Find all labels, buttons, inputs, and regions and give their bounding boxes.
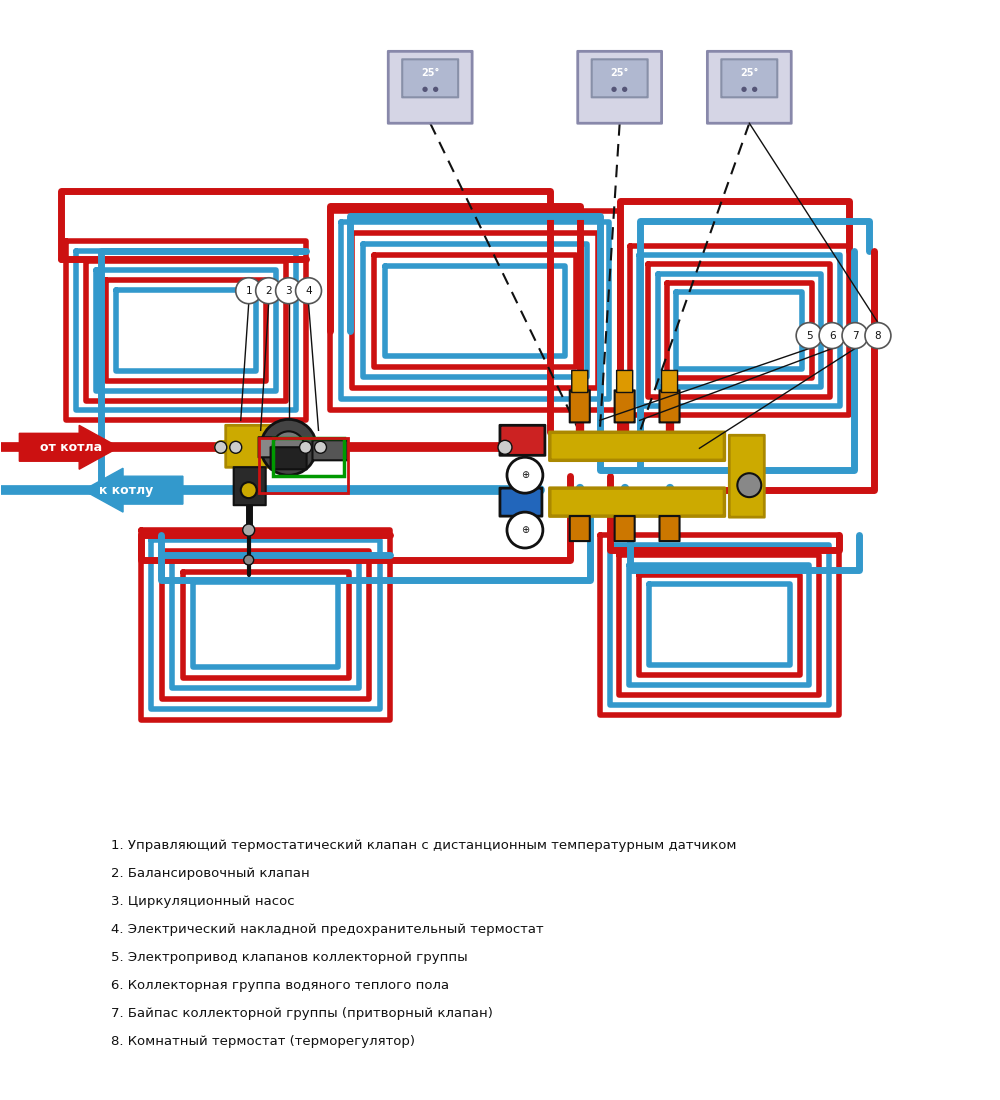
FancyBboxPatch shape [615, 390, 635, 422]
FancyBboxPatch shape [500, 426, 545, 455]
Circle shape [244, 556, 254, 565]
Text: ●  ●: ● ● [741, 86, 758, 92]
FancyBboxPatch shape [572, 371, 588, 393]
Circle shape [236, 278, 262, 304]
FancyBboxPatch shape [578, 52, 662, 123]
FancyBboxPatch shape [570, 390, 590, 422]
Circle shape [315, 441, 326, 453]
FancyBboxPatch shape [500, 488, 542, 516]
FancyBboxPatch shape [615, 516, 635, 541]
Circle shape [737, 473, 761, 497]
Text: 2: 2 [265, 286, 272, 296]
Text: 5: 5 [806, 331, 812, 341]
FancyBboxPatch shape [617, 371, 633, 393]
FancyBboxPatch shape [312, 440, 347, 460]
Text: 25°: 25° [421, 68, 439, 78]
Text: 25°: 25° [740, 68, 758, 78]
FancyBboxPatch shape [226, 426, 276, 467]
Text: 3: 3 [285, 286, 292, 296]
Bar [273, 438, 344, 476]
Circle shape [865, 322, 891, 349]
Circle shape [507, 513, 543, 548]
FancyBboxPatch shape [234, 468, 266, 505]
FancyBboxPatch shape [707, 52, 791, 123]
Text: 4: 4 [305, 286, 312, 296]
Text: ⊕: ⊕ [521, 470, 529, 481]
FancyArrow shape [83, 469, 183, 513]
Text: 7. Байпас коллекторной группы (притворный клапан): 7. Байпас коллекторной группы (притворны… [111, 1006, 493, 1020]
FancyBboxPatch shape [570, 516, 590, 541]
Text: 1: 1 [245, 286, 252, 296]
Circle shape [796, 322, 822, 349]
Circle shape [276, 278, 302, 304]
Bar [259, 438, 348, 493]
Circle shape [273, 431, 305, 463]
FancyBboxPatch shape [662, 371, 678, 393]
Circle shape [256, 278, 282, 304]
Text: 4. Электрический накладной предохранительный термостат: 4. Электрический накладной предохранител… [111, 923, 544, 936]
Circle shape [819, 322, 845, 349]
Circle shape [842, 322, 868, 349]
Text: 3. Циркуляционный насос: 3. Циркуляционный насос [111, 895, 295, 908]
FancyBboxPatch shape [259, 438, 277, 458]
Circle shape [261, 419, 317, 475]
Circle shape [498, 440, 512, 454]
Text: 8. Комнатный термостат (терморегулятор): 8. Комнатный термостат (терморегулятор) [111, 1035, 415, 1047]
FancyBboxPatch shape [660, 516, 680, 541]
Text: ●  ●: ● ● [611, 86, 628, 92]
Circle shape [230, 441, 242, 453]
Circle shape [215, 441, 227, 453]
Text: 6. Коллекторная группа водяного теплого пола: 6. Коллекторная группа водяного теплого … [111, 979, 449, 992]
Text: от котла: от котла [40, 441, 102, 454]
Text: ●  ●: ● ● [422, 86, 439, 92]
FancyBboxPatch shape [592, 59, 648, 97]
FancyBboxPatch shape [550, 488, 724, 516]
Text: ⊕: ⊕ [521, 525, 529, 535]
FancyBboxPatch shape [660, 390, 680, 422]
FancyBboxPatch shape [402, 59, 458, 97]
Circle shape [507, 458, 543, 493]
Text: к котлу: к котлу [99, 484, 153, 497]
FancyBboxPatch shape [729, 436, 764, 517]
Text: 25°: 25° [610, 68, 629, 78]
Text: 5. Электропривод клапанов коллекторной группы: 5. Электропривод клапанов коллекторной г… [111, 950, 468, 964]
FancyBboxPatch shape [721, 59, 777, 97]
Circle shape [243, 524, 255, 536]
Text: 2. Балансировочный клапан: 2. Балансировочный клапан [111, 867, 310, 880]
Text: 8: 8 [875, 331, 881, 341]
Text: 6: 6 [829, 331, 835, 341]
FancyBboxPatch shape [271, 448, 307, 470]
Circle shape [241, 482, 257, 498]
Text: 7: 7 [852, 331, 858, 341]
Circle shape [296, 278, 321, 304]
Circle shape [300, 441, 312, 453]
FancyBboxPatch shape [550, 432, 724, 460]
Text: 1. Управляющий термостатический клапан с дистанционным температурным датчиком: 1. Управляющий термостатический клапан с… [111, 839, 737, 853]
FancyBboxPatch shape [388, 52, 472, 123]
FancyArrow shape [19, 426, 119, 470]
